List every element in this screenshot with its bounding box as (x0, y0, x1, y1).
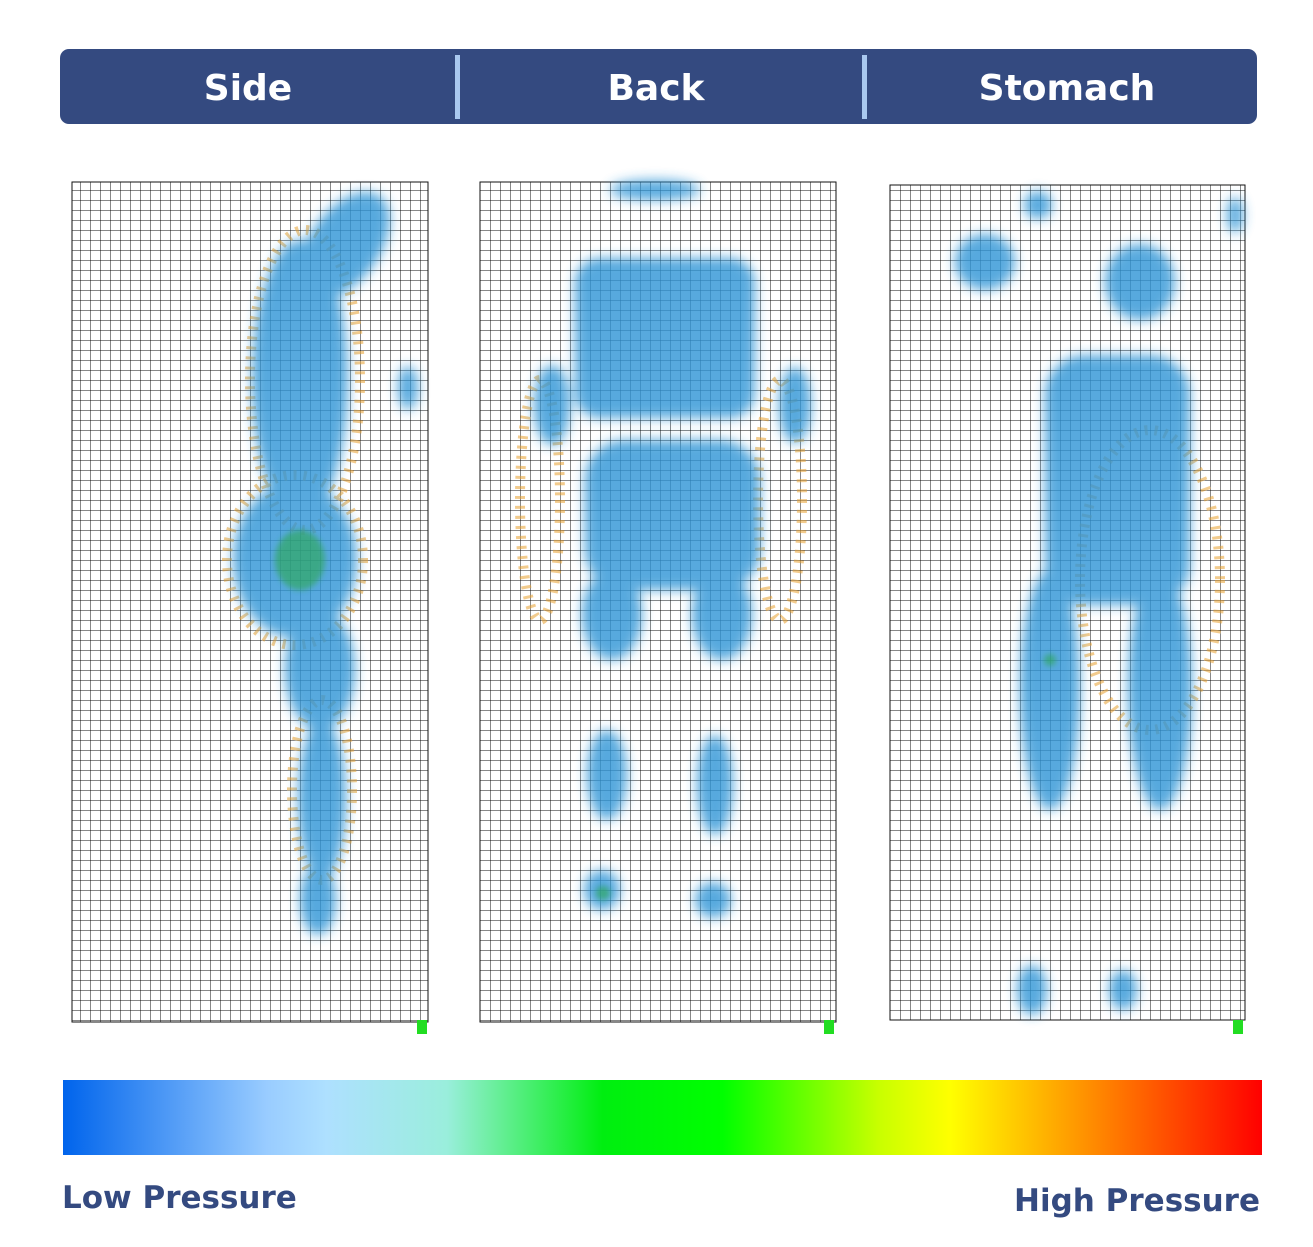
tab[interactable]: Back (607, 68, 705, 109)
legend-high: High Pressure (1014, 1183, 1260, 1219)
tab-bar (60, 49, 1257, 124)
tab[interactable]: Side (204, 68, 292, 109)
legend-low: Low Pressure (62, 1180, 297, 1216)
color-scale (63, 1080, 1262, 1155)
divider (862, 55, 867, 119)
tab[interactable]: Stomach (979, 68, 1156, 109)
pressure-hotspots (275, 530, 1056, 900)
marker (1233, 1020, 1243, 1034)
pressure-blobs (233, 180, 1243, 1015)
marker (824, 1020, 834, 1034)
marker (417, 1020, 427, 1034)
divider (455, 55, 460, 119)
